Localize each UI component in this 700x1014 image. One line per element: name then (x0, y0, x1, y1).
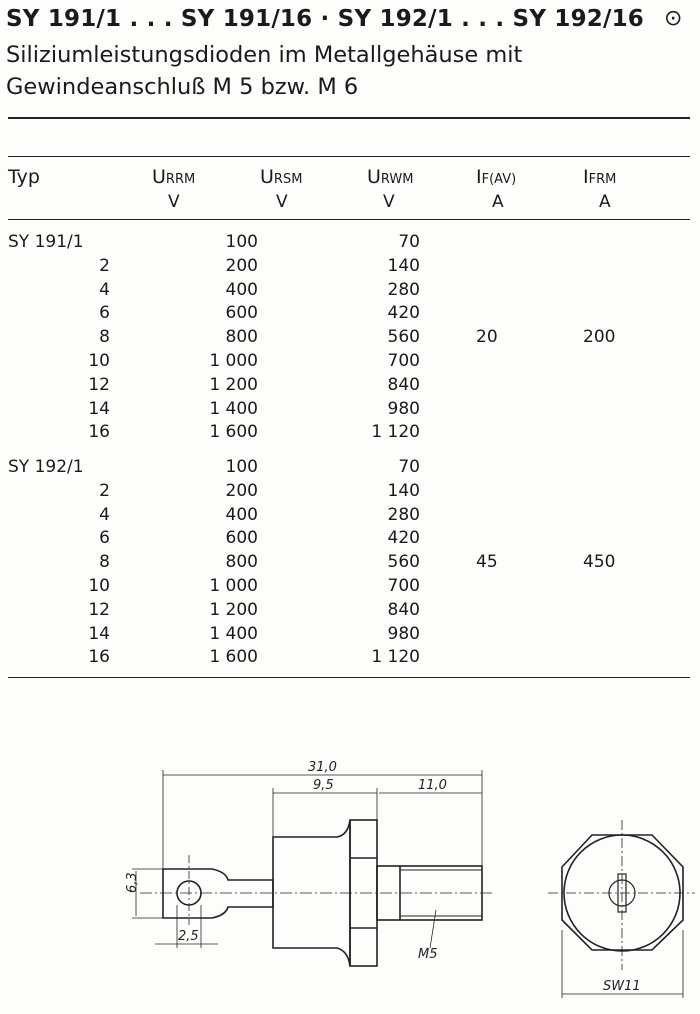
cell-urrm: 400 (225, 279, 258, 300)
cell-urwm: 280 (387, 504, 420, 525)
cell-urrm: 600 (225, 303, 258, 324)
cell-type: SY 192/1 (8, 457, 84, 477)
cell-urwm: 70 (398, 232, 420, 252)
thread-label: M5 (418, 947, 438, 962)
column-symbol: U (367, 166, 381, 188)
cell-urrm: 1 000 (209, 576, 258, 596)
divider (8, 677, 690, 678)
cell-if-av: 45 (476, 552, 498, 573)
column-header: URRM V (152, 166, 195, 214)
cell-type: SY 191/1 (8, 232, 84, 252)
cell-type: 6 (99, 528, 110, 549)
column-subscript: RSM (273, 172, 303, 187)
page-title: SY 191/1 . . . SY 191/16 · SY 192/1 . . … (6, 6, 645, 32)
column-unit: A (492, 192, 504, 212)
column-header: URSM V (260, 166, 302, 214)
column-symbol: I (476, 166, 482, 188)
divider (8, 219, 690, 220)
column-symbol: I (583, 166, 589, 188)
cell-urrm: 800 (225, 327, 258, 348)
column-unit: V (276, 192, 288, 212)
dim-body-label: 9,5 (313, 778, 334, 793)
cell-urrm: 100 (225, 457, 258, 477)
cell-urwm: 840 (387, 599, 420, 620)
divider (8, 156, 690, 157)
cell-ifrm: 200 (583, 327, 616, 348)
cell-urrm: 1 400 (209, 623, 258, 644)
cell-type: 8 (99, 327, 110, 348)
cell-urwm: 420 (387, 528, 420, 549)
cell-urwm: 560 (387, 327, 420, 348)
wrench-size-label: SW11 (603, 979, 641, 994)
cell-urrm: 1 200 (209, 599, 258, 620)
subtitle-line-1: Siliziumleistungsdioden im Metallgehäuse… (6, 42, 523, 68)
dimension-drawing: 31,0 9,5 11,0 6,3 2,5 M5 SW11 (125, 760, 695, 998)
cell-urrm: 1 000 (209, 351, 258, 371)
subtitle-line-2: Gewindeanschluß M 5 bzw. M 6 (6, 74, 359, 100)
cell-type: 10 (88, 351, 110, 371)
cell-urrm: 1 600 (209, 647, 258, 668)
cell-type: 2 (99, 255, 110, 276)
cell-urwm: 700 (387, 576, 420, 596)
cell-urwm: 980 (387, 623, 420, 644)
column-header: IFRM A (583, 166, 616, 214)
cell-urrm: 800 (225, 552, 258, 573)
column-subscript: F(AV) (481, 172, 517, 187)
cell-urrm: 100 (225, 232, 258, 252)
cell-type: 4 (99, 279, 110, 300)
cell-urwm: 280 (387, 279, 420, 300)
cell-type: 8 (99, 552, 110, 573)
cell-type: 14 (88, 623, 110, 644)
dim-tab-height-label: 6,3 (125, 872, 140, 893)
cell-type: 12 (88, 374, 110, 395)
cell-urrm: 1 400 (209, 398, 258, 419)
cell-urrm: 200 (225, 255, 258, 276)
cell-urwm: 560 (387, 552, 420, 573)
divider (8, 117, 690, 119)
cell-urwm: 980 (387, 398, 420, 419)
cell-type: 2 (99, 480, 110, 501)
dimension-lines (132, 770, 492, 949)
column-subscript: RRM (165, 172, 196, 187)
cell-type: 6 (99, 303, 110, 324)
dim-thread-label: 11,0 (418, 778, 447, 793)
cell-type: 10 (88, 576, 110, 596)
dim-hole-label: 2,5 (178, 929, 199, 944)
column-subscript: RWM (380, 172, 414, 187)
cell-type: 4 (99, 504, 110, 525)
cell-urwm: 140 (387, 480, 420, 501)
cell-type: 14 (88, 398, 110, 419)
column-unit: V (383, 192, 395, 212)
cell-urwm: 1 120 (371, 422, 420, 443)
cell-urrm: 1 200 (209, 374, 258, 395)
cell-urwm: 140 (387, 255, 420, 276)
cell-type: 12 (88, 599, 110, 620)
column-header: IF(AV) A (476, 166, 516, 214)
cell-urwm: 700 (387, 351, 420, 371)
column-subscript: FRM (588, 172, 617, 187)
column-header: URWM V (367, 166, 414, 214)
cell-if-av: 20 (476, 327, 498, 348)
end-view (548, 820, 695, 998)
column-symbol: Typ (8, 166, 40, 188)
column-unit: A (599, 192, 611, 212)
dim-total-label: 31,0 (308, 760, 337, 775)
cell-urwm: 70 (398, 457, 420, 477)
cell-urrm: 600 (225, 528, 258, 549)
cell-urrm: 200 (225, 480, 258, 501)
cell-ifrm: 450 (583, 552, 616, 573)
cell-type: 16 (88, 422, 110, 443)
package-symbol: ⊙ (664, 6, 683, 31)
column-symbol: U (152, 166, 166, 188)
cell-urwm: 420 (387, 303, 420, 324)
cell-urrm: 1 600 (209, 422, 258, 443)
cell-urwm: 1 120 (371, 647, 420, 668)
cell-urrm: 400 (225, 504, 258, 525)
column-symbol: U (260, 166, 274, 188)
column-header: Typ (8, 166, 40, 191)
cell-urwm: 840 (387, 374, 420, 395)
column-unit: V (168, 192, 180, 212)
cell-type: 16 (88, 647, 110, 668)
